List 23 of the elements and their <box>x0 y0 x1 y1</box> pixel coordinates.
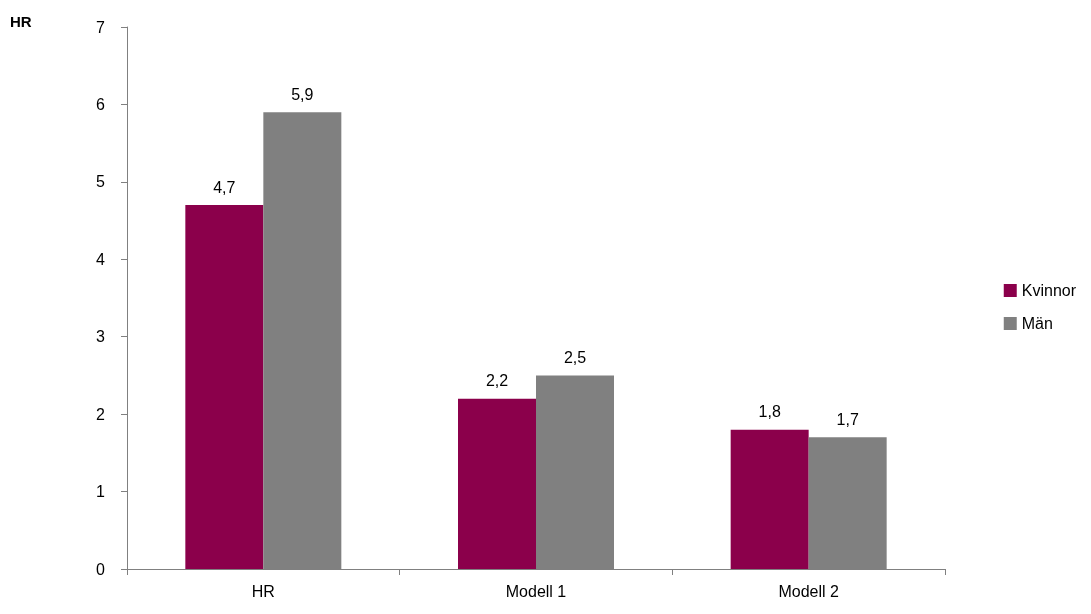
data-label: 5,9 <box>291 85 314 103</box>
data-label: 1,8 <box>758 403 781 421</box>
bar <box>458 398 536 569</box>
y-tick-label: 5 <box>96 173 106 191</box>
x-tick-label: HR <box>251 582 275 600</box>
legend-label: Kvinnor <box>1021 282 1077 299</box>
bar <box>185 205 264 569</box>
data-label: 2,5 <box>563 348 587 366</box>
y-tick-label: 6 <box>96 95 106 113</box>
x-tick-label: Modell 2 <box>778 582 839 600</box>
x-tick-label: Modell 1 <box>505 582 567 600</box>
data-label: 1,7 <box>836 410 859 428</box>
legend-label: Män <box>1021 315 1053 332</box>
data-label: 4,7 <box>213 178 236 196</box>
bar <box>730 429 809 569</box>
y-tick-label: 2 <box>96 405 106 423</box>
y-axis-title: HR <box>10 13 32 30</box>
y-tick-label: 1 <box>96 483 106 501</box>
y-tick-label: 0 <box>96 560 106 578</box>
y-tick-label: 7 <box>96 18 106 36</box>
y-tick-label: 4 <box>96 250 106 268</box>
data-label: 2,2 <box>485 372 509 390</box>
y-tick-label: 3 <box>96 328 106 346</box>
